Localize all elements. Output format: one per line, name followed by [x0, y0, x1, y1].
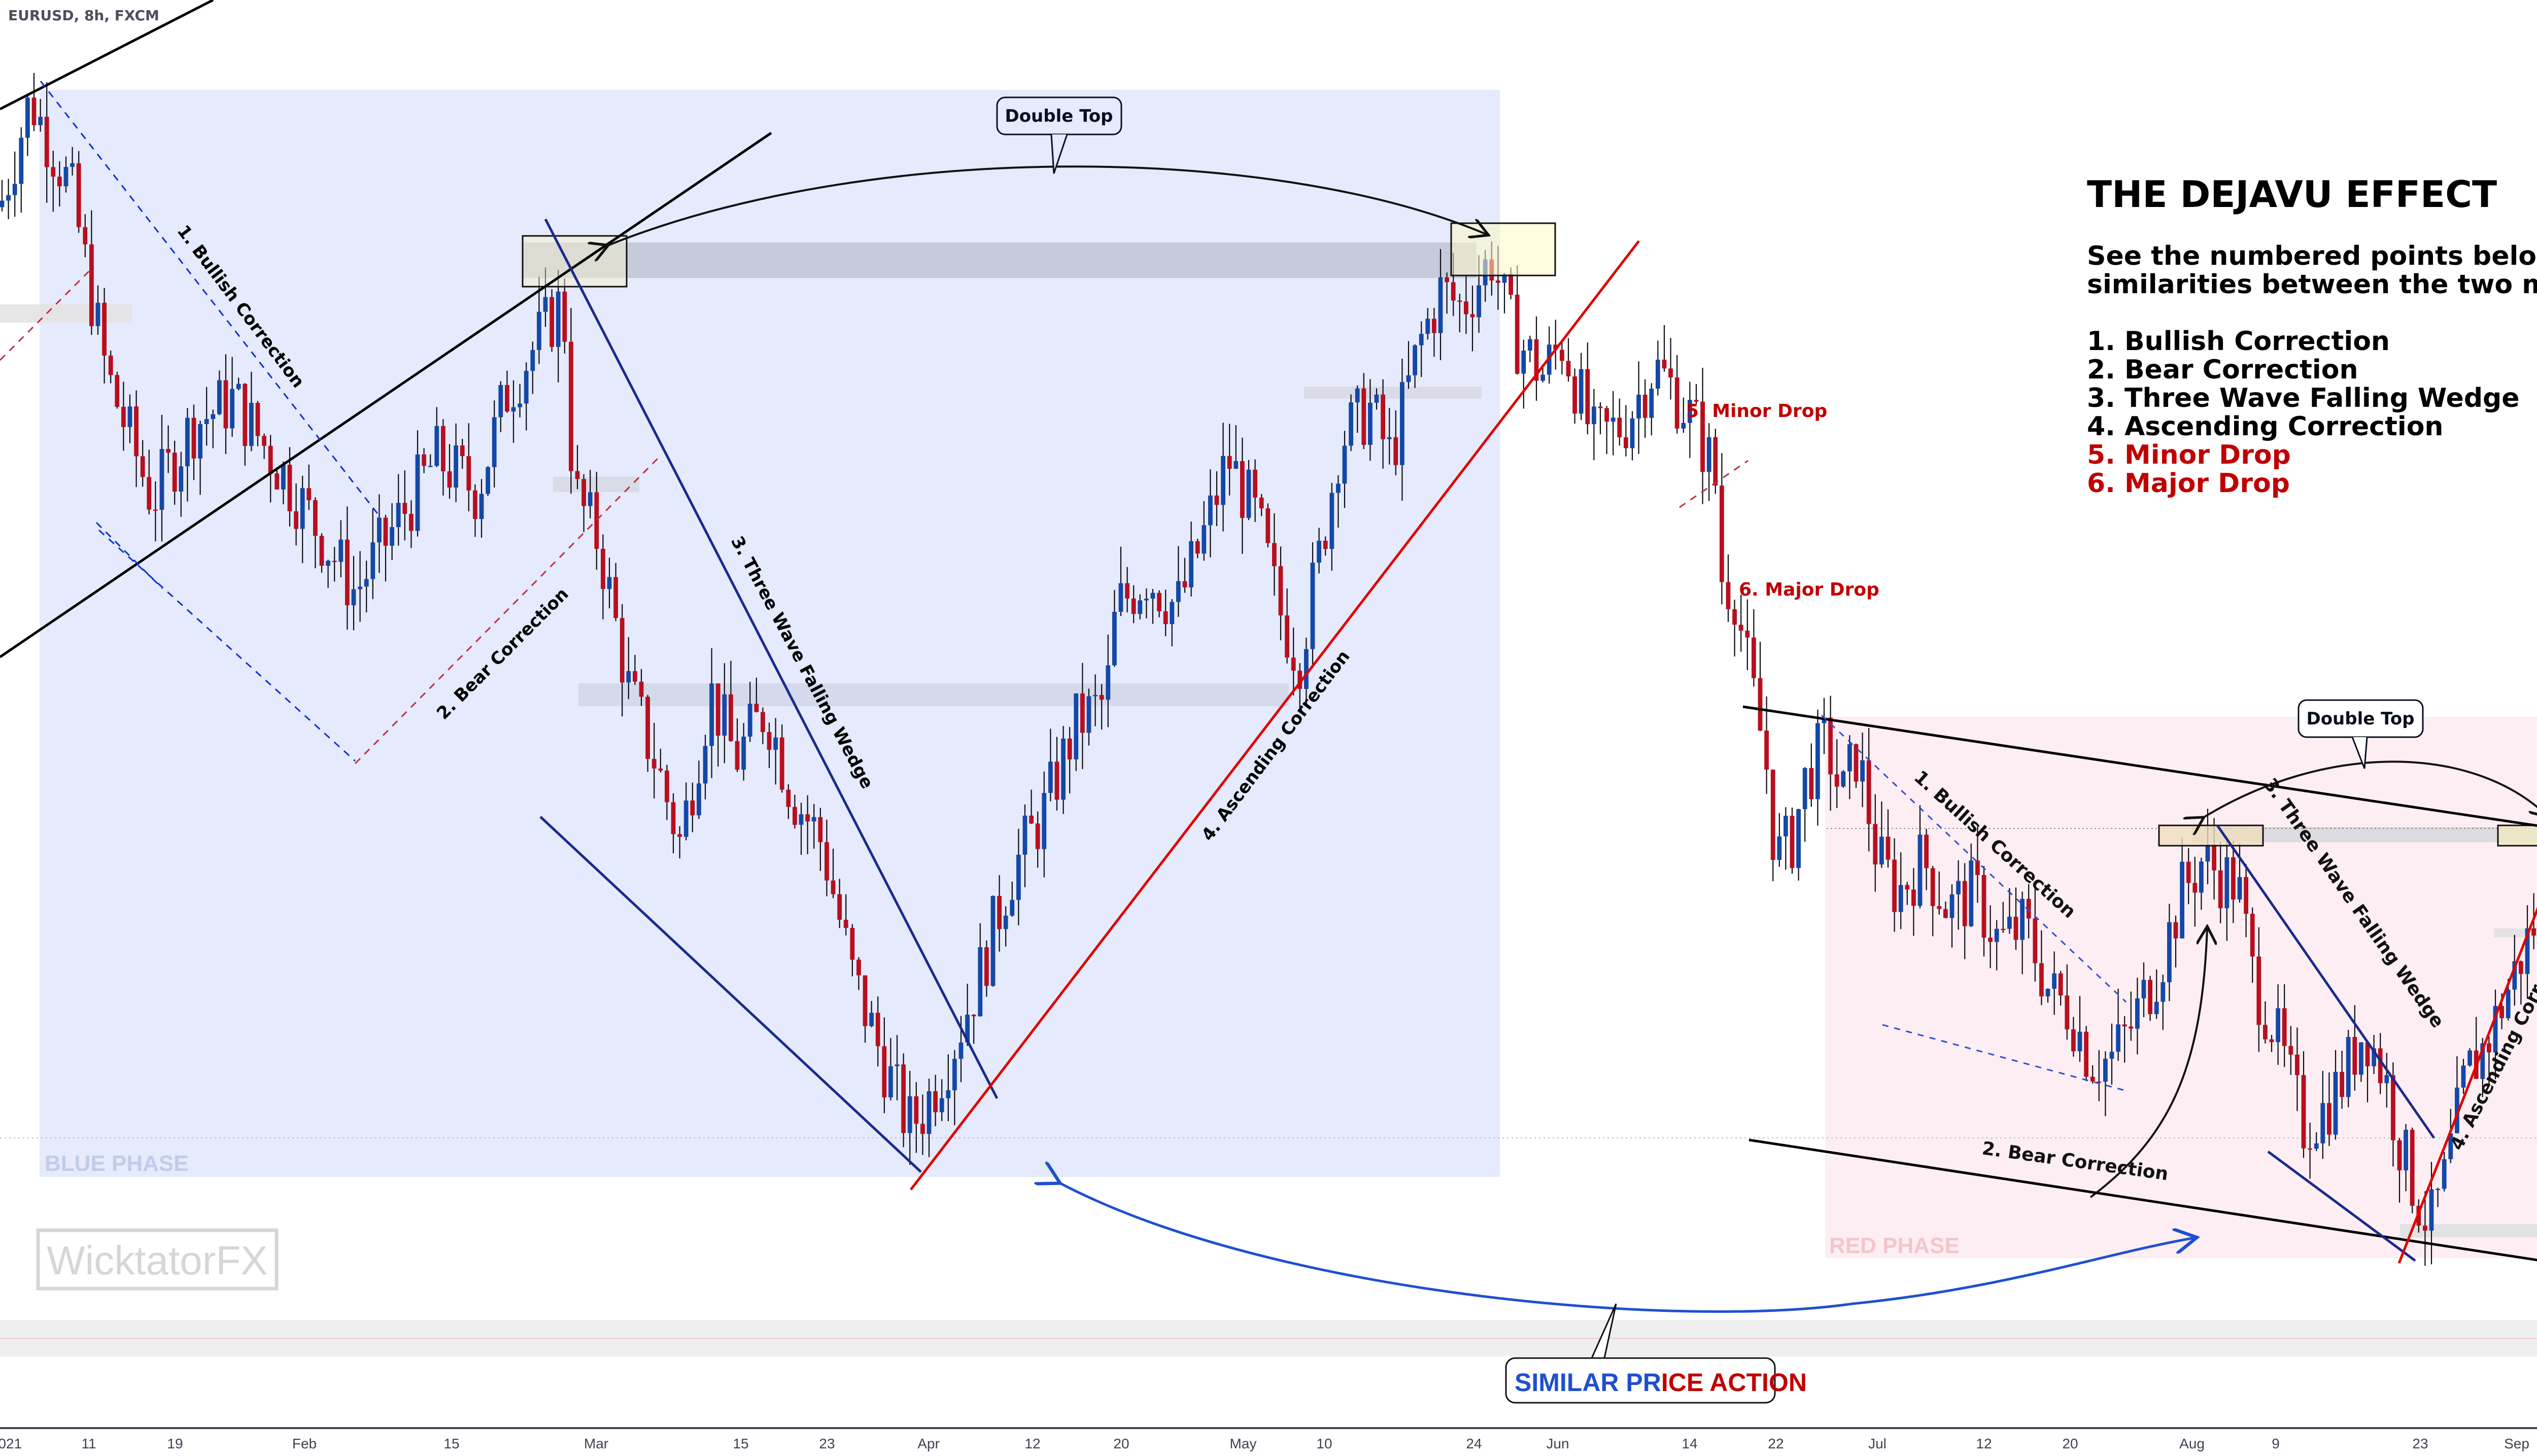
wedge-upper-blue	[544, 218, 999, 1099]
mid-zone-blue	[578, 683, 1289, 706]
double-top-callout-blue: Double Top	[996, 96, 1122, 174]
panel-list-item: 4. Ascending Correction	[2087, 411, 2443, 442]
support-zone-left	[0, 304, 132, 323]
channel-upper-red	[1742, 705, 2537, 827]
time-axis[interactable]: 2021 11 19 Feb 15 Mar 15 23 Apr 12 20 May 10 24 Jun 14 2…	[0, 1436, 2537, 1451]
time-axis-bg	[0, 1429, 2537, 1456]
bullish-correction-dash-blue-2	[95, 522, 163, 590]
time-tick-label: Sep	[2504, 1436, 2529, 1451]
minor-drop-dash-blue	[1679, 460, 1749, 508]
panel-list-item: 2. Bear Correction	[2087, 355, 2358, 385]
blue-phase-label: BLUE PHASE	[45, 1151, 189, 1176]
bear-correction-dash-left	[0, 268, 92, 361]
time-tick-label: Aug	[2179, 1436, 2205, 1451]
time-tick-label: 9	[2272, 1436, 2280, 1451]
time-tick-label: 11	[81, 1436, 96, 1451]
panel-list-item: 6. Major Drop	[2087, 468, 2290, 499]
time-tick-label: 24	[1466, 1436, 1482, 1451]
time-tick-label: 12	[1024, 1436, 1040, 1451]
double-top-box-red-1	[2158, 824, 2264, 847]
double-top-callout-red: Double Top	[2298, 699, 2424, 769]
time-tick-label: Feb	[292, 1436, 317, 1451]
time-tick-label: 15	[733, 1436, 748, 1451]
wedge-lower-red	[2267, 1150, 2416, 1262]
time-tick-label: 23	[2412, 1436, 2428, 1451]
time-tick-label: 22	[1768, 1436, 1784, 1451]
time-tick-label: 12	[1976, 1436, 1992, 1451]
bear-correction-dash-red	[354, 456, 661, 765]
time-tick-label: Jun	[1546, 1436, 1569, 1451]
info-panel: THE DEJAVU EFFECT See the numbered point…	[2087, 173, 2537, 499]
zone-blue-right	[1304, 387, 1482, 399]
time-tick-label: 20	[2062, 1436, 2078, 1451]
resistance-zone-blue	[523, 242, 1477, 278]
wedge-upper-red	[2216, 824, 2436, 1139]
support-zone-red	[2400, 1224, 2537, 1237]
time-tick-label: 2021	[0, 1436, 22, 1451]
svg-text:Double Top: Double Top	[1005, 106, 1113, 126]
panel-list-item: 1. Bullish Correction	[2087, 326, 2390, 357]
double-top-arc-red	[2202, 760, 2537, 818]
time-tick-label: Mar	[584, 1436, 608, 1451]
bear-correction-dash-red-phase	[1882, 1024, 2127, 1092]
double-top-box-red-2	[2497, 824, 2537, 847]
ascending-line-blue	[910, 240, 1640, 1191]
time-tick-label: 10	[1316, 1436, 1332, 1451]
symbol-label: EURUSD, 8h, FXCM	[8, 7, 159, 24]
time-tick-label: 23	[819, 1436, 835, 1451]
panel-subtitle-1: See the numbered points below for the	[2087, 241, 2537, 271]
label-minor-drop-blue: 5. Minor Drop	[1686, 401, 1827, 422]
watermark-logo: WicktatorFX	[36, 1228, 279, 1291]
time-tick-label: May	[1230, 1436, 1257, 1451]
svg-text:Double Top: Double Top	[2306, 709, 2414, 729]
time-tick-label: Apr	[917, 1436, 940, 1451]
candlestick-series	[0, 73, 2536, 1266]
bullish-correction-dash-red-phase	[1821, 714, 2127, 1003]
time-tick-label: 20	[1113, 1436, 1129, 1451]
wedge-lower-blue	[539, 816, 922, 1173]
svg-text:SIMILAR PRICE ACTION: SIMILAR PRICE ACTION	[1515, 1368, 1807, 1397]
time-tick-label: 19	[167, 1436, 183, 1451]
trendline-top-left	[0, 0, 214, 111]
panel-title: THE DEJAVU EFFECT	[2087, 173, 2497, 216]
double-top-box-blue-2	[1450, 222, 1556, 276]
panel-subtitle-2: similarities between the two moves	[2087, 269, 2537, 300]
similar-text-blue: SIMILAR PR	[1515, 1368, 1661, 1397]
ascending-line-red	[2397, 907, 2537, 1264]
time-tick-label: Jul	[1868, 1436, 1887, 1451]
panel-list-item: 5. Minor Drop	[2087, 440, 2291, 470]
svg-text:WicktatorFX: WicktatorFX	[47, 1238, 268, 1283]
time-tick-label: 14	[1682, 1436, 1697, 1451]
label-major-drop-blue: 6. Major Drop	[1739, 579, 1879, 600]
similar-price-action-callout: SIMILAR PRICE ACTION	[1505, 1303, 1807, 1404]
double-top-arc-blue	[606, 165, 1487, 246]
panel-list-item: 3. Three Wave Falling Wedge	[2087, 383, 2520, 413]
bullish-correction-dash-lower	[98, 529, 356, 762]
similar-text-red: ICE ACTION	[1661, 1368, 1807, 1397]
similar-action-arc	[1058, 1182, 2195, 1313]
red-phase-label: RED PHASE	[1829, 1233, 1960, 1258]
time-tick-label: 15	[443, 1436, 459, 1451]
